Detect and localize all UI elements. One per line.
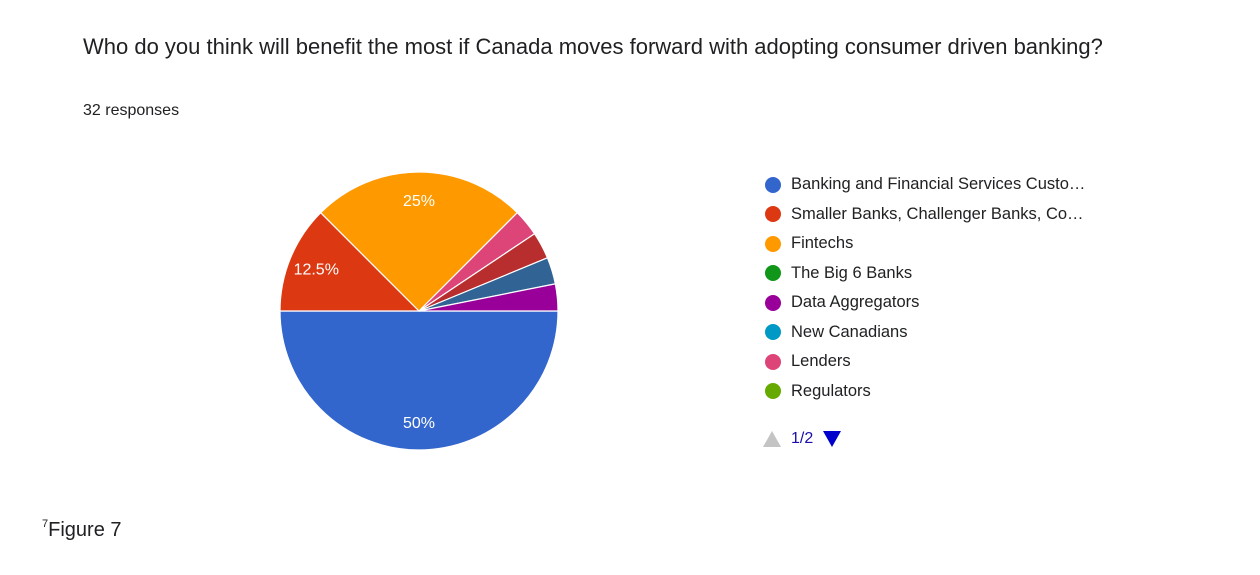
response-count: 32 responses (83, 102, 180, 119)
legend-label: Fintechs (791, 234, 854, 253)
legend-pager: 1/2 (763, 430, 842, 448)
caption-text: Figure 7 (48, 519, 122, 541)
legend-label: Banking and Financial Services Custo… (791, 175, 1086, 194)
pager-down-icon[interactable] (823, 431, 842, 447)
legend-swatch-icon (765, 206, 781, 223)
pager-page-indicator: 1/2 (791, 430, 814, 447)
legend-item: The Big 6 Banks (763, 259, 1183, 289)
legend-item: Regulators (763, 377, 1183, 407)
pie-slice-2 (319, 171, 519, 312)
legend-swatch-icon (765, 265, 781, 282)
legend-swatch-icon (765, 324, 781, 341)
pie-slice-0 (279, 310, 559, 451)
pie-data-label-2: 25% (403, 193, 435, 210)
legend-item: Fintechs (763, 229, 1183, 259)
pie-data-label-0: 50% (403, 415, 435, 432)
pie-slice-1 (279, 211, 421, 312)
legend-item: New Canadians (763, 318, 1183, 348)
legend-label: Data Aggregators (791, 293, 920, 312)
legend-label: Lenders (791, 352, 851, 371)
question-title: Who do you think will benefit the most i… (83, 34, 1103, 59)
legend-label: The Big 6 Banks (791, 263, 913, 282)
pager-up-icon[interactable] (763, 431, 781, 447)
legend-swatch-icon (765, 294, 781, 311)
legend-swatch-icon (765, 353, 781, 370)
pie-data-label-1: 12.5% (294, 261, 339, 278)
legend-label: Smaller Banks, Challenger Banks, Co… (791, 204, 1084, 223)
caption-superscript: 7 (42, 518, 49, 530)
legend-item: Lenders (763, 347, 1183, 377)
legend-item: Banking and Financial Services Custo… (763, 170, 1183, 200)
figure-caption: 7Figure 7 (42, 518, 122, 542)
legend-item: Smaller Banks, Challenger Banks, Co… (763, 200, 1183, 230)
chart-legend: Banking and Financial Services Custo… Sma… (763, 170, 1183, 406)
legend-swatch-icon (765, 176, 781, 193)
legend-swatch-icon (765, 383, 781, 400)
legend-label: Regulators (791, 381, 871, 400)
legend-swatch-icon (765, 235, 781, 252)
legend-label: New Canadians (791, 322, 908, 341)
pie-slice-6 (418, 283, 559, 312)
legend-item: Data Aggregators (763, 288, 1183, 318)
